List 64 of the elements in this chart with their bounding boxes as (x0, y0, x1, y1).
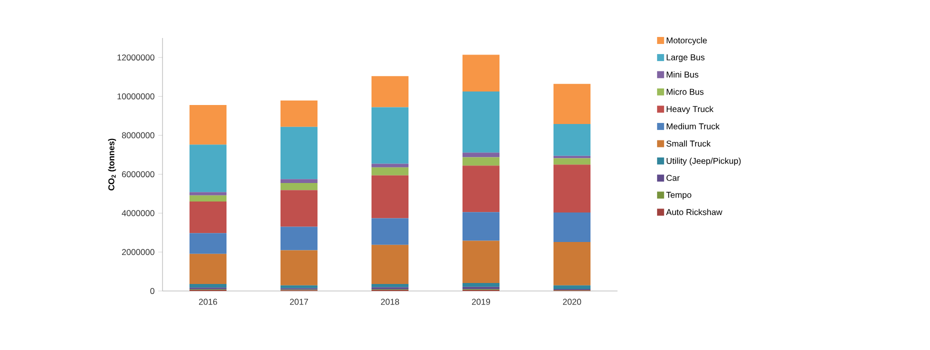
bar (190, 104, 227, 145)
y-tick-label: 8000000 (122, 132, 154, 138)
bar (553, 212, 590, 242)
y-tick-label: 12000000 (118, 54, 154, 60)
x-tick-label: 2019 (472, 298, 490, 305)
legend-label: Auto Rickshaw (666, 208, 722, 216)
legend-label: Mini Bus (666, 71, 698, 78)
bar (553, 156, 590, 158)
legend-label: Car (666, 174, 680, 181)
bar (372, 218, 409, 245)
x-tick-label: 2017 (290, 298, 308, 305)
bar (553, 124, 590, 156)
bar (462, 240, 500, 284)
bar (280, 226, 318, 250)
bar (462, 152, 500, 158)
bar (190, 254, 227, 284)
bar (280, 100, 318, 127)
bar (280, 250, 318, 286)
bar (280, 182, 318, 190)
bar (553, 164, 590, 213)
y-axis-title: CO$_{2}$ (tonnes) (108, 138, 116, 190)
bar (280, 126, 318, 180)
legend-label: Large Bus (666, 54, 705, 62)
bar (280, 190, 318, 227)
y-tick-label: 6000000 (122, 171, 154, 178)
bar (462, 283, 500, 287)
bar (190, 233, 227, 254)
bar (553, 285, 590, 290)
bar (280, 285, 318, 288)
x-tick-label: 2020 (562, 298, 582, 305)
y-tick-label: 10000000 (118, 93, 154, 100)
x-tick-label: 2016 (198, 298, 218, 305)
bar (462, 166, 500, 212)
bar (372, 244, 409, 284)
bar (462, 54, 500, 92)
bar (372, 167, 409, 176)
bar (462, 92, 500, 153)
bar (190, 201, 227, 234)
bar (372, 107, 409, 164)
bar (553, 84, 590, 124)
bar (190, 284, 227, 288)
bar (462, 157, 500, 166)
legend-label: Small Truck (666, 140, 711, 147)
bar (190, 192, 227, 196)
legend-label: Medium Truck (666, 123, 720, 130)
y-tick-label: 2000000 (122, 249, 154, 256)
legend-label: Utility (Jeep/Pickup) (666, 158, 741, 166)
legend-label: Motorcycle (666, 37, 707, 46)
legend-label: Micro Bus (666, 88, 704, 95)
legend-label: Tempo (666, 192, 692, 200)
x-tick-label: 2018 (380, 298, 400, 305)
bar (553, 242, 590, 286)
bar (372, 175, 409, 218)
y-tick-label: 0 (150, 288, 154, 294)
legend-label: Heavy Truck (666, 106, 714, 114)
bar (190, 195, 227, 202)
bar (372, 284, 409, 288)
bar (553, 158, 590, 165)
y-tick-label: 4000000 (122, 210, 154, 216)
bar (190, 144, 227, 192)
bar (280, 179, 318, 183)
bar (462, 212, 500, 241)
bar (372, 76, 409, 108)
bar (372, 164, 409, 168)
